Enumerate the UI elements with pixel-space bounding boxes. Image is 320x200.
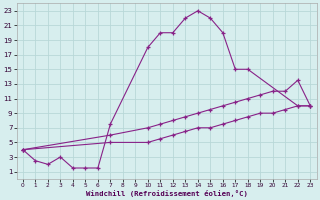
X-axis label: Windchill (Refroidissement éolien,°C): Windchill (Refroidissement éolien,°C) — [86, 190, 248, 197]
